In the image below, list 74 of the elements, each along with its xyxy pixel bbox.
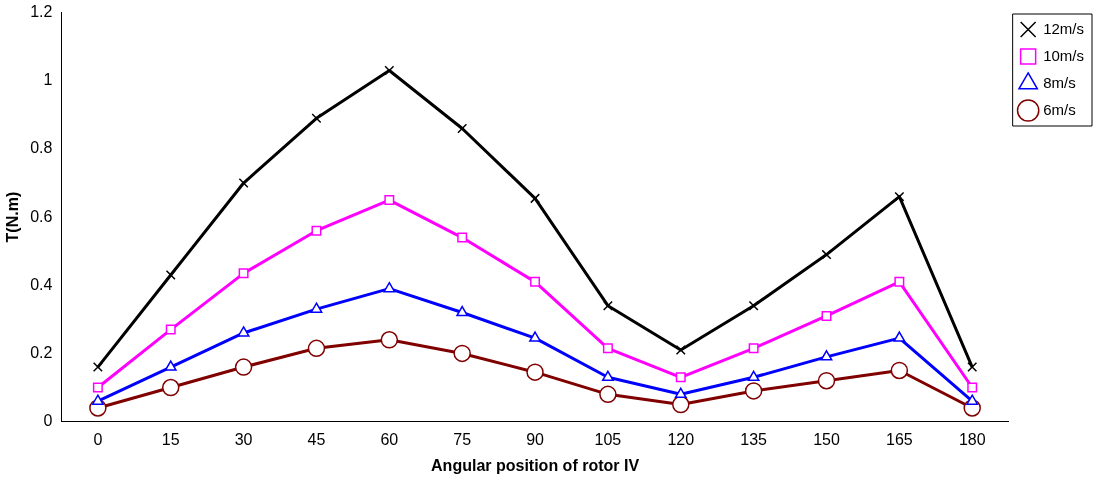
point bbox=[967, 362, 978, 373]
y-tick-label: 1.2 bbox=[30, 3, 53, 21]
point bbox=[161, 378, 180, 397]
point bbox=[165, 324, 176, 335]
x-axis-title: Angular position of rotor IV bbox=[431, 456, 640, 474]
y-tick-label: 1 bbox=[43, 71, 53, 89]
y-tick-label: 0.6 bbox=[30, 207, 53, 225]
y-tick-label: 0.2 bbox=[30, 343, 53, 361]
x-tick-label: 135 bbox=[740, 430, 768, 448]
point bbox=[91, 394, 104, 405]
y-tick-label: 0.4 bbox=[30, 275, 53, 293]
point bbox=[237, 326, 250, 337]
point bbox=[165, 270, 176, 281]
point bbox=[92, 382, 103, 393]
point bbox=[821, 310, 832, 321]
point bbox=[966, 394, 979, 405]
y-tick-label: 0.8 bbox=[30, 139, 53, 157]
point bbox=[457, 123, 468, 134]
point bbox=[890, 361, 909, 380]
point bbox=[674, 387, 687, 399]
x-tick-label: 45 bbox=[307, 430, 326, 448]
x-tick-label: 75 bbox=[453, 430, 472, 448]
point bbox=[602, 343, 613, 354]
point bbox=[234, 358, 253, 376]
point bbox=[894, 276, 905, 287]
point bbox=[744, 382, 763, 400]
point bbox=[530, 193, 541, 204]
x-tick-label: 15 bbox=[161, 430, 180, 448]
point bbox=[601, 370, 614, 382]
point bbox=[821, 249, 832, 260]
point bbox=[530, 276, 541, 287]
point bbox=[384, 65, 395, 76]
point bbox=[748, 343, 759, 354]
point bbox=[453, 344, 471, 363]
point bbox=[747, 370, 760, 382]
point bbox=[893, 331, 906, 342]
point bbox=[92, 362, 103, 373]
point bbox=[307, 339, 326, 358]
y-axis-title: T(N.m) bbox=[4, 191, 22, 243]
point bbox=[675, 345, 686, 356]
point bbox=[894, 191, 905, 202]
x-tick-label: 105 bbox=[594, 430, 622, 448]
point bbox=[529, 331, 541, 342]
point bbox=[311, 225, 322, 236]
legend-label: 6m/s bbox=[1043, 100, 1076, 118]
point bbox=[456, 305, 469, 317]
legend-label: 8m/s bbox=[1043, 73, 1076, 91]
point bbox=[675, 372, 686, 383]
x-tick-label: 120 bbox=[667, 430, 695, 448]
x-tick-label: 150 bbox=[813, 430, 840, 448]
point bbox=[602, 300, 613, 311]
point bbox=[310, 302, 323, 313]
point bbox=[311, 113, 322, 124]
point bbox=[967, 382, 978, 393]
x-tick-label: 165 bbox=[886, 430, 913, 448]
point bbox=[817, 371, 836, 390]
point bbox=[380, 331, 399, 349]
point bbox=[238, 268, 249, 279]
x-tick-label: 60 bbox=[380, 430, 399, 448]
point bbox=[238, 178, 249, 189]
point bbox=[457, 232, 468, 243]
point bbox=[748, 300, 759, 311]
x-tick-label: 0 bbox=[93, 430, 103, 448]
point bbox=[599, 385, 617, 404]
point bbox=[526, 363, 544, 381]
point bbox=[384, 195, 395, 206]
x-tick-label: 180 bbox=[958, 430, 986, 448]
x-tick-label: 90 bbox=[526, 430, 545, 448]
y-tick-label: 0 bbox=[43, 412, 53, 430]
legend-label: 12m/s bbox=[1043, 19, 1085, 37]
point bbox=[820, 350, 833, 361]
x-tick-label: 30 bbox=[234, 430, 253, 448]
point bbox=[383, 281, 396, 293]
legend-label: 10m/s bbox=[1043, 46, 1085, 64]
